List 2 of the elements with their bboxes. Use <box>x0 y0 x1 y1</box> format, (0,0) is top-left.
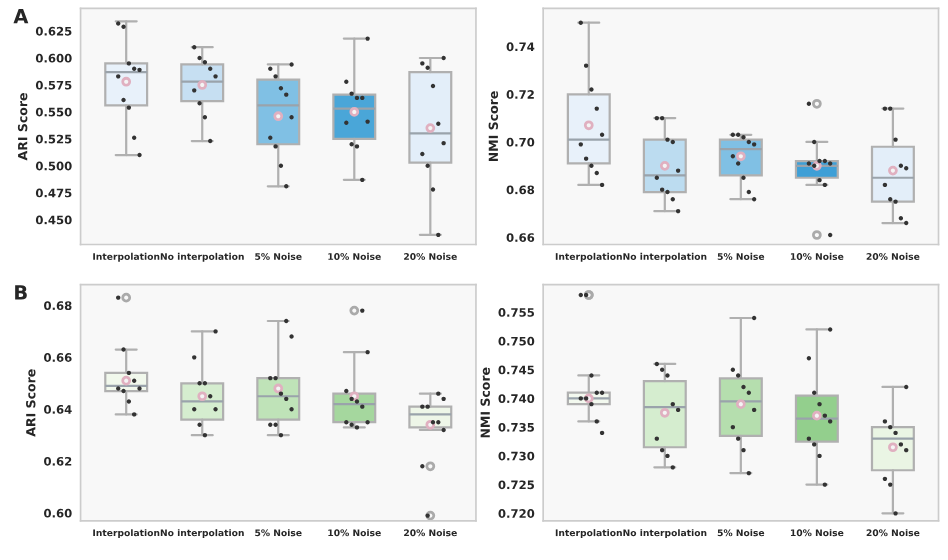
text: B <box>15 285 27 300</box>
text: A <box>13 9 29 24</box>
